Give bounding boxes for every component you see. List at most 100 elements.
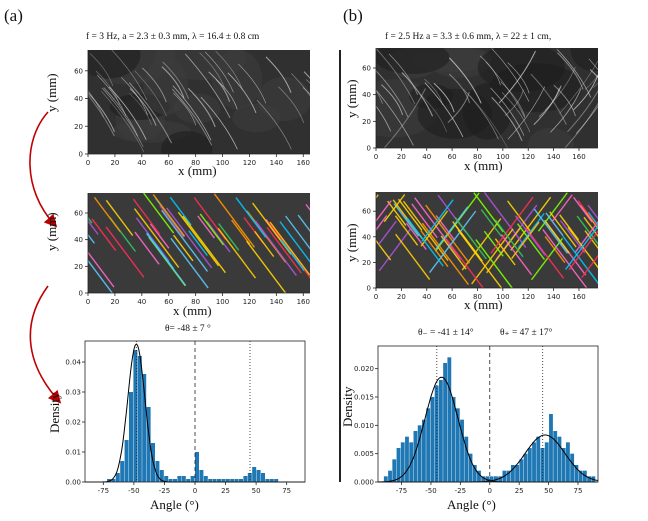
svg-text:120: 120	[522, 293, 535, 301]
hist-bar	[274, 479, 279, 482]
hist-bar	[243, 476, 248, 482]
panel-a-tracked-axes: 0 20 40 60 80 100 120 140 160 0 20 40 60	[74, 193, 310, 306]
y-tick-label: 0.02	[65, 419, 81, 427]
svg-text:40: 40	[137, 298, 146, 306]
hist-bar	[532, 442, 536, 482]
hist-bar	[464, 436, 469, 482]
svg-text:60: 60	[362, 208, 371, 216]
hist-bar	[498, 476, 503, 482]
hist-bar	[582, 470, 587, 482]
hist-bar	[438, 380, 443, 482]
y-tick-label: 0.03	[65, 389, 81, 397]
hist-bar	[111, 479, 116, 482]
hist-bar	[515, 465, 520, 482]
hist-bar	[155, 461, 160, 482]
x-tick-label: 0	[488, 487, 492, 495]
svg-text:0: 0	[79, 151, 83, 159]
hist-bar	[549, 414, 553, 482]
hist-bar	[129, 392, 133, 482]
hist-bar	[523, 453, 528, 482]
hist-bar	[540, 448, 545, 482]
y-tick-label: 0.01	[65, 449, 81, 457]
y-tick-label: 0.010	[354, 422, 374, 430]
hist-bar	[124, 440, 129, 482]
hist-bar	[468, 453, 473, 482]
svg-text:40: 40	[422, 153, 431, 161]
hist-bar	[186, 479, 191, 482]
hist-bar	[494, 476, 498, 482]
hist-bar	[400, 442, 405, 482]
x-tick-label: 0	[193, 487, 197, 495]
svg-text:100: 100	[496, 153, 509, 161]
hist-bar	[195, 452, 199, 482]
hist-bar	[553, 431, 558, 482]
hist-bar	[252, 467, 257, 482]
panel-b-tracked-ylabel: y (mm)	[344, 223, 359, 262]
hist-bar	[481, 476, 486, 482]
x-tick-label: 75	[574, 487, 583, 495]
svg-text:20: 20	[397, 293, 406, 301]
hist-bar	[164, 476, 169, 482]
hist-bar	[212, 479, 217, 482]
panel-a-label: (a)	[4, 6, 23, 25]
panel-a-tracked-image	[88, 193, 310, 293]
svg-text:140: 140	[270, 159, 283, 167]
hist-bar	[388, 470, 392, 482]
svg-text:0: 0	[86, 298, 90, 306]
svg-text:80: 80	[191, 159, 200, 167]
svg-text:40: 40	[137, 159, 146, 167]
hist-bar	[247, 473, 252, 482]
svg-text:60: 60	[448, 153, 457, 161]
hist-bar	[159, 470, 164, 482]
svg-text:40: 40	[74, 236, 83, 244]
hist-bar	[536, 436, 541, 482]
panel-a-raw-axes: 0 20 40 60 80 100 120 140 160 0 20 40 60	[74, 50, 310, 167]
svg-text:160: 160	[297, 159, 310, 167]
svg-text:140: 140	[270, 298, 283, 306]
arrow-raw-to-tracked	[29, 111, 58, 228]
hist-bar	[566, 442, 570, 482]
svg-text:60: 60	[74, 67, 83, 75]
hist-bar	[519, 459, 524, 482]
svg-text:40: 40	[74, 95, 83, 103]
hist-bar	[230, 479, 235, 482]
hist-bar	[269, 479, 274, 482]
panel-a-theta-label: θ= -48 ± 7 °	[165, 324, 211, 334]
x-tick-label: 25	[221, 487, 230, 495]
panel-b-hist-ylabel: Density	[340, 386, 355, 427]
hist-bar	[221, 479, 226, 482]
hist-bar	[203, 476, 208, 482]
hist-bar	[557, 436, 562, 482]
hist-bar	[443, 363, 448, 482]
svg-text:80: 80	[473, 153, 482, 161]
hist-bar	[146, 407, 151, 482]
hist-bar	[177, 476, 182, 482]
hist-bar	[477, 470, 481, 482]
svg-text:0: 0	[367, 145, 371, 153]
hist-bar	[115, 473, 120, 482]
hist-bar	[208, 479, 213, 482]
svg-text:0: 0	[86, 159, 90, 167]
x-tick-label: 50	[252, 487, 261, 495]
x-tick-label: 50	[544, 487, 553, 495]
x-tick-label: -50	[128, 487, 139, 495]
y-tick-label: 0.020	[354, 365, 374, 373]
panel-a-histogram: -75 -50 -25 0 25 50 75 0.00 0.01 0.02 0.03 0.04	[65, 340, 306, 495]
hist-bar	[392, 459, 397, 482]
hist-bar	[265, 479, 270, 482]
svg-text:0: 0	[367, 285, 371, 293]
svg-text:100: 100	[216, 298, 229, 306]
hist-bar	[485, 476, 490, 482]
svg-text:20: 20	[362, 259, 371, 267]
svg-text:0: 0	[374, 293, 378, 301]
panel-a-raw-image	[88, 50, 310, 154]
panel-b-tracked-xlabel: x (mm)	[464, 297, 503, 312]
svg-text:120: 120	[243, 159, 256, 167]
svg-text:0: 0	[79, 290, 83, 298]
hist-bar	[142, 374, 147, 482]
hist-bar	[413, 431, 418, 482]
hist-bar	[587, 476, 592, 482]
svg-text:20: 20	[74, 123, 83, 131]
svg-text:80: 80	[473, 293, 482, 301]
hist-bar	[472, 465, 477, 482]
